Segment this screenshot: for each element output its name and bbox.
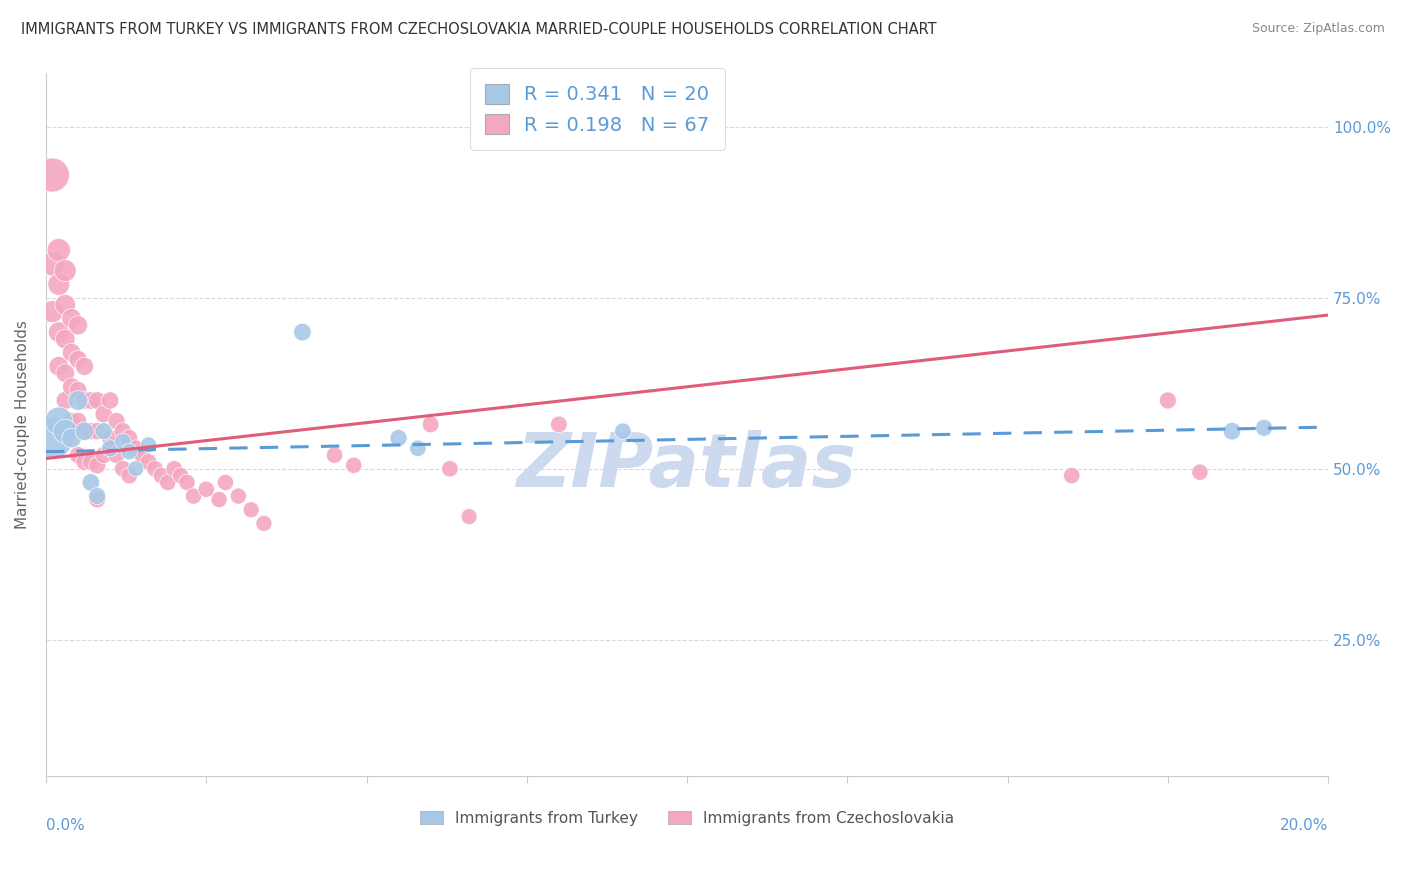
Point — [1220, 424, 1243, 438]
Point — [612, 424, 634, 438]
Point — [387, 431, 409, 445]
Point — [323, 448, 346, 462]
Point — [73, 393, 96, 408]
Point — [60, 311, 83, 326]
Point — [208, 492, 231, 507]
Point — [150, 468, 173, 483]
Point — [41, 168, 63, 182]
Point — [118, 468, 141, 483]
Point — [240, 502, 263, 516]
Point — [53, 298, 76, 312]
Point — [93, 424, 115, 438]
Text: 20.0%: 20.0% — [1279, 818, 1329, 833]
Point — [53, 332, 76, 346]
Point — [60, 431, 83, 445]
Point — [80, 455, 103, 469]
Point — [80, 424, 103, 438]
Point — [118, 431, 141, 445]
Point — [98, 431, 121, 445]
Point — [66, 352, 89, 367]
Point — [111, 434, 134, 449]
Point — [163, 462, 186, 476]
Point — [214, 475, 236, 490]
Point — [60, 414, 83, 428]
Point — [48, 414, 70, 428]
Point — [66, 448, 89, 462]
Point — [183, 489, 205, 503]
Point — [1253, 421, 1275, 435]
Legend: R = 0.341   N = 20, R = 0.198   N = 67: R = 0.341 N = 20, R = 0.198 N = 67 — [470, 68, 725, 150]
Point — [53, 424, 76, 438]
Point — [66, 383, 89, 397]
Point — [125, 462, 148, 476]
Point — [419, 417, 441, 432]
Point — [60, 345, 83, 359]
Point — [1157, 393, 1180, 408]
Text: IMMIGRANTS FROM TURKEY VS IMMIGRANTS FROM CZECHOSLOVAKIA MARRIED-COUPLE HOUSEHOL: IMMIGRANTS FROM TURKEY VS IMMIGRANTS FRO… — [21, 22, 936, 37]
Point — [406, 442, 429, 456]
Point — [66, 318, 89, 333]
Point — [169, 468, 191, 483]
Point — [458, 509, 481, 524]
Point — [111, 424, 134, 438]
Point — [253, 516, 276, 531]
Point — [156, 475, 179, 490]
Point — [66, 393, 89, 408]
Point — [41, 431, 63, 445]
Text: ZIPatlas: ZIPatlas — [517, 430, 858, 503]
Point — [118, 444, 141, 458]
Point — [547, 417, 569, 432]
Point — [41, 304, 63, 318]
Point — [93, 407, 115, 421]
Point — [80, 475, 103, 490]
Point — [73, 359, 96, 374]
Point — [131, 448, 153, 462]
Point — [138, 455, 160, 469]
Point — [48, 243, 70, 257]
Point — [73, 424, 96, 438]
Point — [1060, 468, 1083, 483]
Point — [73, 455, 96, 469]
Point — [73, 424, 96, 438]
Point — [226, 489, 249, 503]
Point — [105, 414, 128, 428]
Point — [439, 462, 461, 476]
Point — [105, 448, 128, 462]
Y-axis label: Married-couple Households: Married-couple Households — [15, 320, 30, 529]
Point — [86, 492, 108, 507]
Point — [86, 489, 108, 503]
Point — [176, 475, 198, 490]
Point — [48, 325, 70, 339]
Point — [41, 257, 63, 271]
Point — [86, 393, 108, 408]
Point — [53, 393, 76, 408]
Point — [343, 458, 366, 473]
Point — [48, 359, 70, 374]
Point — [86, 458, 108, 473]
Point — [1188, 465, 1211, 479]
Point — [53, 263, 76, 277]
Point — [98, 442, 121, 456]
Text: Source: ZipAtlas.com: Source: ZipAtlas.com — [1251, 22, 1385, 36]
Point — [80, 393, 103, 408]
Point — [53, 366, 76, 380]
Point — [195, 483, 218, 497]
Point — [291, 325, 314, 339]
Point — [86, 424, 108, 438]
Point — [143, 462, 166, 476]
Point — [125, 442, 148, 456]
Point — [48, 277, 70, 292]
Point — [60, 380, 83, 394]
Point — [138, 438, 160, 452]
Point — [66, 414, 89, 428]
Point — [111, 462, 134, 476]
Text: 0.0%: 0.0% — [46, 818, 84, 833]
Point — [98, 393, 121, 408]
Point — [93, 448, 115, 462]
